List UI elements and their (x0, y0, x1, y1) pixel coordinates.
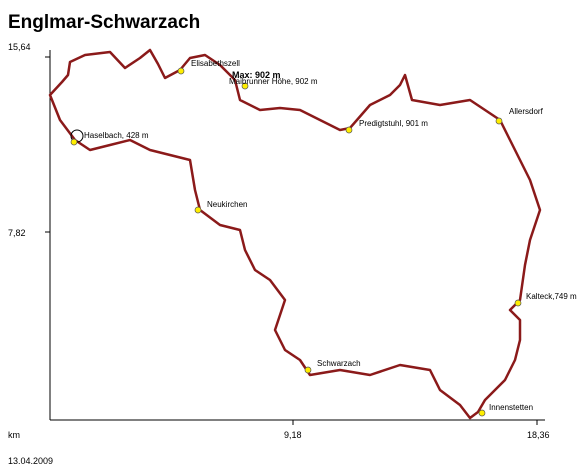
x-tick-label: 9,18 (284, 430, 302, 440)
date: 13.04.2009 (8, 456, 53, 466)
waypoint-label: Innenstetten (489, 403, 533, 412)
x-unit: km (8, 430, 20, 440)
waypoint-label: Elisabethszell (191, 59, 240, 68)
waypoint-dot (514, 299, 522, 307)
x-tick-label: 18,36 (527, 430, 550, 440)
waypoint-dot (177, 67, 185, 75)
title: Englmar-Schwarzach (8, 12, 200, 33)
waypoint-dot (194, 206, 202, 214)
waypoint-dot (495, 117, 503, 125)
waypoint-dot (345, 126, 353, 134)
y-tick-label: 7,82 (8, 228, 26, 238)
y-tick-label: 15,64 (8, 42, 31, 52)
route (48, 48, 542, 420)
waypoint-dot (70, 138, 78, 146)
waypoint-label: Haselbach, 428 m (84, 131, 149, 140)
max-label: Max: 902 m (232, 70, 281, 80)
waypoint-dot (304, 366, 312, 374)
waypoint-label: Kalteck,749 m (526, 292, 577, 301)
waypoint-label: Allersdorf (509, 107, 544, 116)
waypoint-label: Predigtstuhl, 901 m (359, 119, 428, 128)
waypoint-label: Maibrunner Höhe, 902 m (229, 77, 318, 86)
waypoint-label: Neukirchen (207, 200, 247, 209)
waypoint-dot (478, 409, 486, 417)
waypoint-dot (241, 82, 249, 90)
waypoint-label: Schwarzach (317, 359, 361, 368)
